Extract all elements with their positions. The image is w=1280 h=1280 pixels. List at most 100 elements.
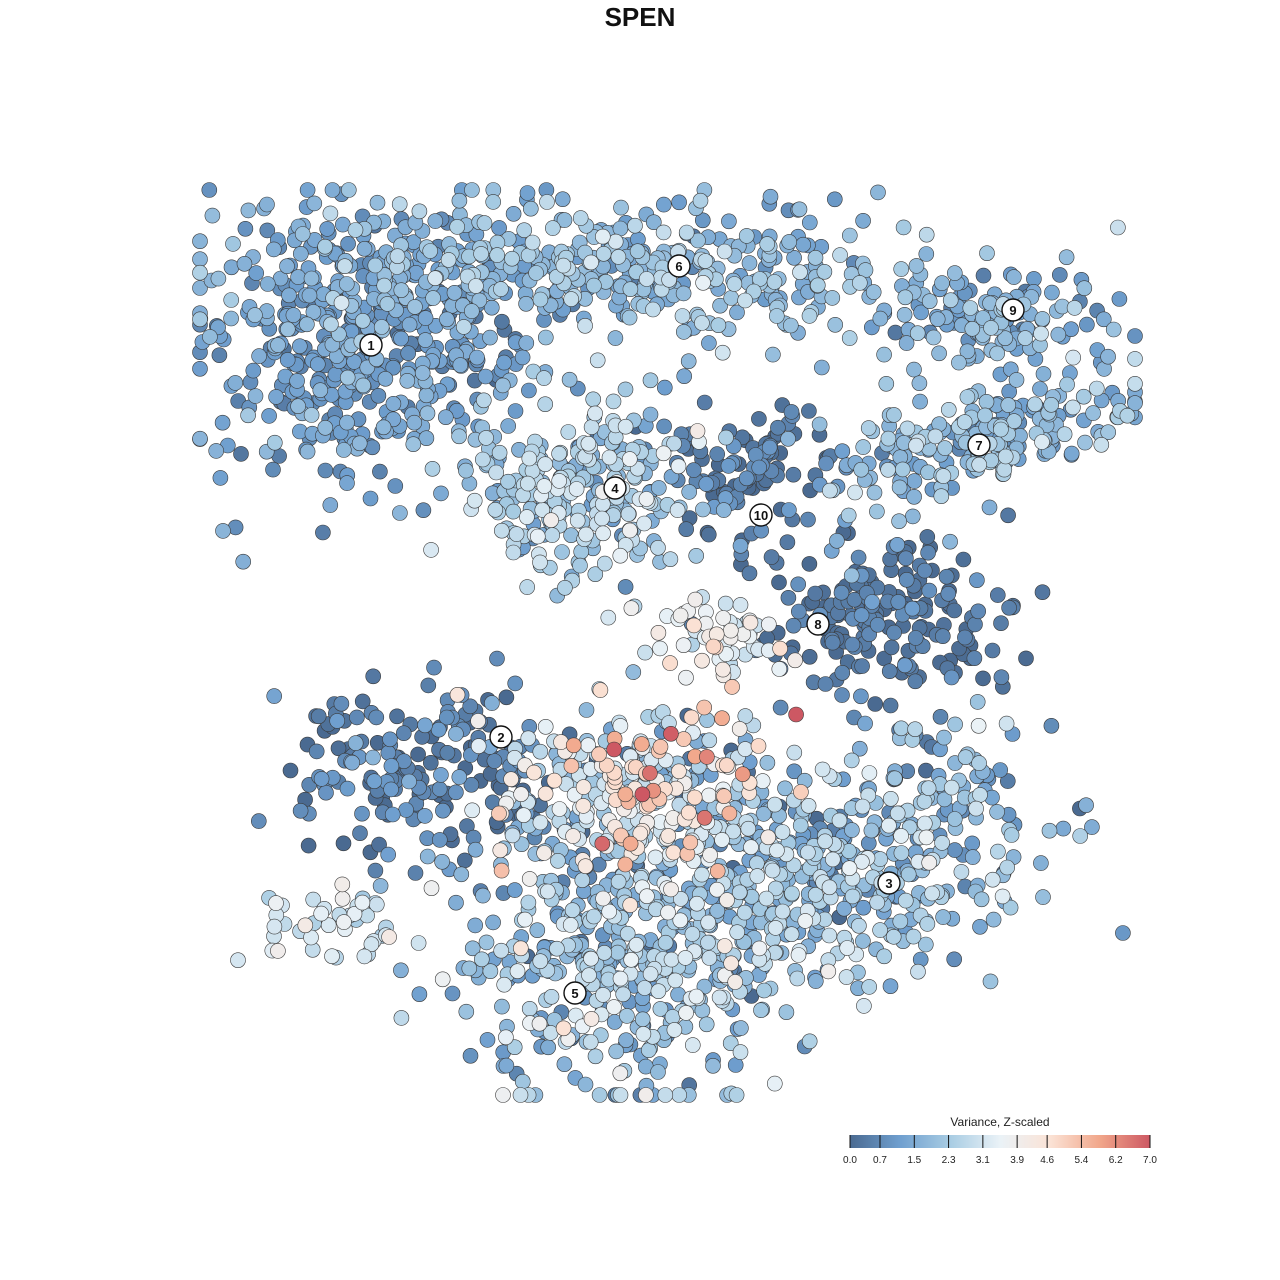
data-point	[519, 185, 536, 201]
data-point	[885, 928, 902, 945]
data-point	[560, 424, 577, 440]
data-point	[562, 917, 579, 933]
data-point	[294, 226, 311, 242]
data-point	[899, 420, 916, 437]
data-point	[290, 269, 306, 285]
data-point	[656, 418, 672, 435]
data-point	[970, 603, 987, 620]
data-point	[392, 505, 408, 521]
data-point	[714, 832, 730, 848]
data-point	[897, 289, 914, 306]
data-point	[864, 594, 880, 610]
data-point	[1085, 405, 1101, 421]
data-point	[486, 753, 503, 769]
data-point	[895, 219, 912, 236]
data-point	[537, 456, 554, 473]
data-point	[946, 602, 963, 619]
data-point	[594, 835, 611, 852]
data-point	[292, 246, 309, 262]
data-point	[377, 370, 394, 387]
data-point	[621, 309, 638, 326]
data-point	[305, 304, 322, 320]
data-point	[751, 411, 767, 427]
data-point	[210, 270, 227, 287]
data-point	[491, 444, 508, 461]
data-point	[279, 321, 296, 338]
data-point	[909, 325, 926, 342]
data-point	[983, 320, 999, 336]
data-point	[536, 370, 552, 386]
legend-tick-label: 0.0	[843, 1155, 857, 1166]
data-point	[550, 852, 566, 869]
data-point	[324, 948, 340, 965]
data-point	[785, 617, 802, 634]
data-point	[482, 329, 498, 346]
data-point	[192, 264, 208, 281]
data-point	[657, 1087, 674, 1103]
data-point	[473, 246, 489, 262]
data-point	[572, 557, 588, 574]
data-point	[619, 925, 636, 942]
data-point	[300, 837, 317, 854]
data-point	[682, 834, 699, 851]
data-point	[905, 928, 922, 945]
data-point	[946, 265, 963, 281]
data-point	[689, 895, 705, 912]
data-point	[770, 419, 786, 436]
data-point	[609, 944, 626, 961]
data-point	[800, 844, 816, 861]
data-point	[435, 802, 451, 819]
data-point	[461, 960, 478, 977]
data-point	[822, 482, 838, 499]
data-point	[834, 443, 851, 460]
data-point	[366, 773, 383, 790]
data-point	[230, 952, 246, 969]
data-point	[306, 195, 323, 212]
data-point	[215, 523, 231, 539]
data-point	[1076, 280, 1093, 297]
data-point	[587, 405, 603, 422]
data-point	[379, 296, 396, 312]
data-point	[291, 338, 308, 355]
data-point	[755, 806, 772, 822]
data-point	[634, 1011, 651, 1028]
data-point	[1078, 797, 1094, 814]
data-point	[493, 281, 509, 297]
data-point	[335, 835, 352, 852]
data-point	[935, 909, 951, 925]
data-point	[354, 894, 371, 911]
data-point	[916, 815, 933, 832]
cluster-label-7: 7	[967, 433, 991, 457]
data-point	[1050, 326, 1067, 343]
data-point	[911, 375, 928, 392]
data-point	[876, 346, 892, 363]
data-point	[967, 616, 983, 633]
data-point	[716, 938, 733, 954]
data-point	[893, 828, 909, 844]
data-point	[204, 207, 221, 224]
data-point	[595, 246, 612, 262]
data-point	[934, 275, 950, 291]
data-point	[910, 963, 926, 980]
legend-title: Variance, Z-scaled	[950, 1115, 1049, 1129]
data-point	[223, 310, 239, 327]
data-point	[712, 297, 728, 314]
data-point	[554, 191, 571, 207]
data-point	[1115, 925, 1131, 941]
data-point	[904, 600, 921, 617]
data-point	[591, 1087, 608, 1103]
data-point	[759, 236, 776, 252]
data-point	[410, 935, 427, 951]
data-point	[407, 865, 424, 881]
data-point	[192, 360, 208, 377]
data-point	[452, 357, 469, 373]
data-point	[498, 1029, 514, 1046]
data-point	[265, 241, 282, 258]
data-point	[820, 963, 837, 980]
data-point	[211, 347, 228, 364]
data-point	[339, 369, 356, 386]
data-point	[555, 257, 572, 274]
data-point	[906, 473, 923, 489]
data-point	[265, 461, 281, 478]
